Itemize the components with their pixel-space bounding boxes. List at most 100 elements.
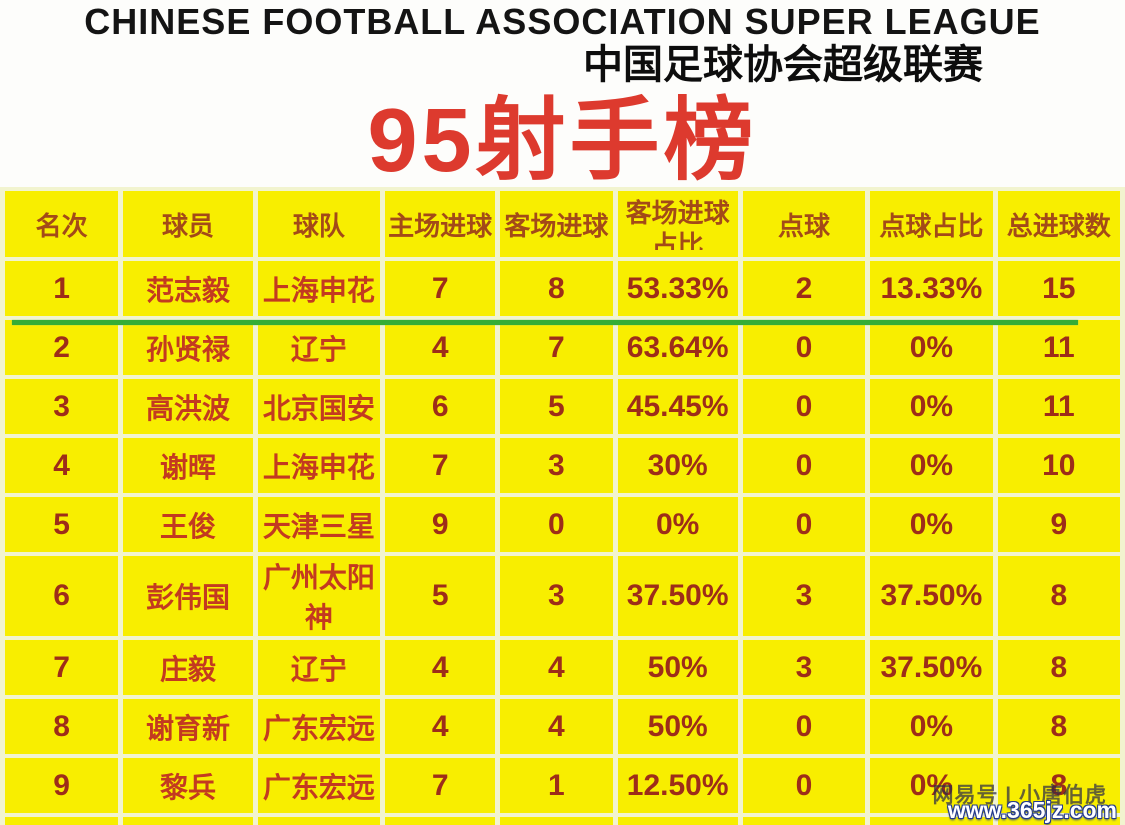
table-cell: 3 xyxy=(742,640,866,695)
table-cell xyxy=(617,817,738,825)
table-row: 4 谢晖 上海申花 7 3 30% 0 0% 10 xyxy=(5,438,1120,493)
table-cell: 6 xyxy=(385,379,496,434)
table-cell: 6 xyxy=(5,556,119,636)
table-cell: 4 xyxy=(500,640,613,695)
scorers-table-area: 名次 球员 球队 主场进球 客场进球 客场进球占比 点球 点球占比 总进球数 1 范志毅 上海申花 7… xyxy=(0,187,1125,825)
table-cell: 广东宏远 xyxy=(257,699,381,754)
table-cell: 高洪波 xyxy=(123,379,253,434)
table-cell: 63.64% xyxy=(617,320,738,375)
table-cell: 0% xyxy=(870,699,993,754)
header-row: 名次 球员 球队 主场进球 客场进球 客场进球占比 点球 点球占比 总进球数 xyxy=(5,191,1120,257)
table-cell: 0 xyxy=(742,699,866,754)
table-cell: 8 xyxy=(500,261,613,316)
table-cell: 37.50% xyxy=(870,640,993,695)
table-cell: 50% xyxy=(617,640,738,695)
table-body: 1 范志毅 上海申花 7 8 53.33% 2 13.33% 15 2 孙贤禄 辽宁 4 7 63.64% 0… xyxy=(5,261,1120,825)
league-title-chinese: 中国足球协会超级联赛 xyxy=(583,43,983,87)
table-cell: 上海申花 xyxy=(257,261,381,316)
table-cell: 9 xyxy=(5,758,119,813)
table-row: 9 黎兵 广东宏远 7 1 12.50% 0 0% 8 xyxy=(5,758,1120,813)
table-cell: 3 xyxy=(500,556,613,636)
table-cell: 37.50% xyxy=(617,556,738,636)
header-cell: 主场进球 xyxy=(385,191,496,257)
table-cell: 9 xyxy=(385,497,496,552)
watermark-source: 网易号 | 小唐伯虎 xyxy=(932,784,1107,807)
table-cell: 0% xyxy=(870,758,993,813)
table-cell: 孙贤禄 xyxy=(123,320,253,375)
table-cell: 0 xyxy=(742,497,866,552)
table-cell xyxy=(257,817,381,825)
table-cell: 7 xyxy=(5,640,119,695)
league-title-english: CHINESE FOOTBALL ASSOCIATION SUPER LEAGU… xyxy=(84,1,1041,42)
table-cell: 7 xyxy=(385,261,496,316)
table-cell: 2 xyxy=(742,261,866,316)
table-cell xyxy=(500,817,613,825)
table-cell: 11 xyxy=(997,379,1120,434)
header-cell: 点球占比 xyxy=(870,191,993,257)
table-row-partial xyxy=(5,817,1120,825)
table-cell: 0 xyxy=(500,497,613,552)
table-cell: 0 xyxy=(742,379,866,434)
header-cell: 球员 xyxy=(123,191,253,257)
table-cell: 5 xyxy=(385,556,496,636)
table-cell xyxy=(870,817,993,825)
table-cell: 0 xyxy=(742,438,866,493)
table-cell: 0% xyxy=(870,497,993,552)
table-cell: 0% xyxy=(870,379,993,434)
table-row: 2 孙贤禄 辽宁 4 7 63.64% 0 0% 11 xyxy=(5,320,1120,375)
table-cell: 5 xyxy=(5,497,119,552)
table-header: 名次 球员 球队 主场进球 客场进球 客场进球占比 点球 点球占比 总进球数 xyxy=(5,191,1120,257)
table-cell: 范志毅 xyxy=(123,261,253,316)
table-cell: 广东宏远 xyxy=(257,758,381,813)
scorers-table: 名次 球员 球队 主场进球 客场进球 客场进球占比 点球 点球占比 总进球数 1 范志毅 上海申花 7… xyxy=(0,187,1125,825)
header-cell: 客场进球占比 xyxy=(617,191,738,257)
table-cell: 37.50% xyxy=(870,556,993,636)
table-cell: 3 xyxy=(5,379,119,434)
table-cell: 8 xyxy=(997,640,1120,695)
table-cell: 50% xyxy=(617,699,738,754)
table-cell: 7 xyxy=(500,320,613,375)
header-cell: 总进球数 xyxy=(997,191,1120,257)
table-cell: 0 xyxy=(742,758,866,813)
table-row: 6 彭伟国 广州太阳神 5 3 37.50% 3 37.50% 8 xyxy=(5,556,1120,636)
table-cell: 辽宁 xyxy=(257,640,381,695)
table-cell: 谢育新 xyxy=(123,699,253,754)
table-cell: 9 xyxy=(997,497,1120,552)
table-row: 8 谢育新 广东宏远 4 4 50% 0 0% 8 xyxy=(5,699,1120,754)
table-cell: 4 xyxy=(385,640,496,695)
table-cell: 天津三星 xyxy=(257,497,381,552)
table-cell: 5 xyxy=(500,379,613,434)
table-cell xyxy=(5,817,119,825)
table-cell: 4 xyxy=(500,699,613,754)
table-row: 5 王俊 天津三星 9 0 0% 0 0% 9 xyxy=(5,497,1120,552)
table-cell: 王俊 xyxy=(123,497,253,552)
table-cell: 辽宁 xyxy=(257,320,381,375)
table-cell: 0 xyxy=(742,320,866,375)
table-cell: 3 xyxy=(742,556,866,636)
rank1-divider-line xyxy=(12,320,1078,325)
table-cell: 4 xyxy=(385,320,496,375)
table-cell: 45.45% xyxy=(617,379,738,434)
table-cell: 4 xyxy=(5,438,119,493)
table-row: 1 范志毅 上海申花 7 8 53.33% 2 13.33% 15 xyxy=(5,261,1120,316)
table-cell: 15 xyxy=(997,261,1120,316)
table-cell: 30% xyxy=(617,438,738,493)
table-cell: 7 xyxy=(385,438,496,493)
watermark-url: www.365jz.com xyxy=(947,797,1117,823)
table-row: 3 高洪波 北京国安 6 5 45.45% 0 0% 11 xyxy=(5,379,1120,434)
table-cell xyxy=(742,817,866,825)
table-cell: 13.33% xyxy=(870,261,993,316)
header-cell: 点球 xyxy=(742,191,866,257)
table-cell: 8 xyxy=(5,699,119,754)
table-cell: 北京国安 xyxy=(257,379,381,434)
table-cell: 8 xyxy=(997,758,1120,813)
table-cell xyxy=(385,817,496,825)
table-cell: 3 xyxy=(500,438,613,493)
table-cell: 0% xyxy=(870,438,993,493)
table-cell xyxy=(997,817,1120,825)
table-cell: 53.33% xyxy=(617,261,738,316)
table-cell: 彭伟国 xyxy=(123,556,253,636)
table-cell: 12.50% xyxy=(617,758,738,813)
table-cell: 1 xyxy=(500,758,613,813)
header-cell: 名次 xyxy=(5,191,119,257)
